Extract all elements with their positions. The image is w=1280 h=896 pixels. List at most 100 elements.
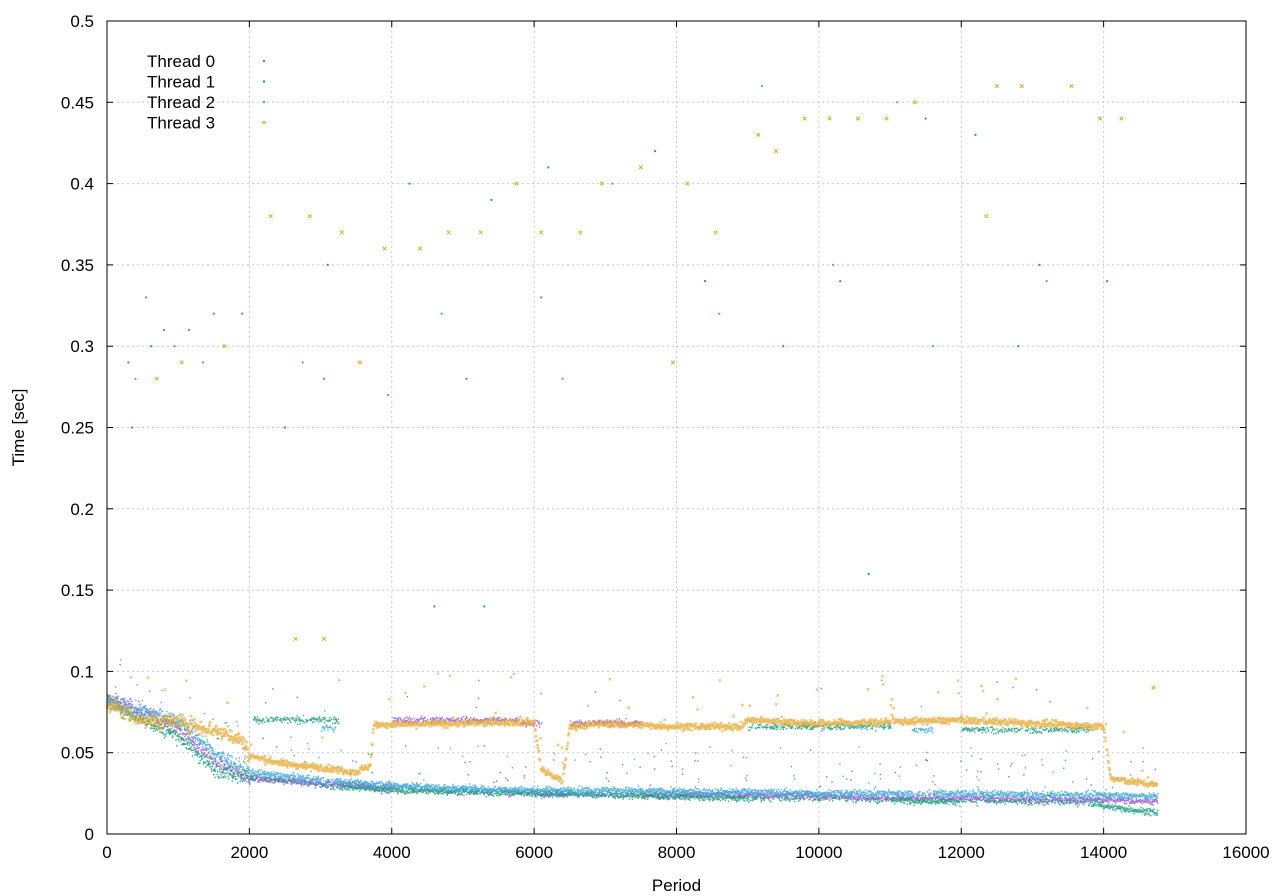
legend-label: Thread 2 (147, 93, 215, 112)
outlier-point (134, 377, 137, 380)
outlier-point (611, 182, 614, 185)
outlier-point (483, 605, 486, 608)
outlier-point (540, 296, 543, 299)
outlier-point (756, 132, 761, 137)
outlier-point (547, 166, 550, 169)
series-2 (107, 84, 1159, 801)
outlier-point (774, 148, 779, 154)
outlier-point (924, 117, 927, 120)
outlier-point (638, 165, 644, 170)
outlier-point (578, 230, 583, 235)
outlier-point (931, 345, 934, 348)
outlier-point (782, 345, 785, 348)
y-tick-label: 0.15 (61, 581, 94, 600)
x-tick-label: 8000 (658, 843, 696, 862)
outlier-point (685, 181, 690, 186)
outlier-point (599, 181, 604, 186)
outlier-point (222, 344, 227, 349)
outlier-point (382, 246, 387, 251)
y-tick-label: 0.35 (61, 256, 94, 275)
outlier-point (1019, 83, 1024, 89)
legend-marker (262, 80, 266, 83)
outlier-point (839, 280, 842, 283)
legend-marker (262, 59, 266, 63)
outlier-point (478, 230, 483, 235)
outlier-point (718, 312, 721, 315)
x-tick-label: 12000 (938, 843, 985, 862)
outlier-point (339, 230, 345, 235)
legend-label: Thread 0 (147, 52, 215, 71)
outlier-point (154, 376, 159, 381)
outlier-point (301, 361, 304, 364)
outlier-point (465, 377, 468, 380)
outlier-point (1038, 263, 1041, 266)
outlier-point (827, 116, 832, 121)
outlier-point (1017, 345, 1020, 348)
outlier-point (855, 116, 861, 121)
outlier-point (1119, 116, 1124, 121)
outlier-point (202, 361, 205, 364)
outlier-point (1151, 685, 1156, 690)
outlier-point (832, 263, 835, 266)
outlier-point (984, 213, 989, 219)
y-axis-label: Time [sec] (9, 389, 28, 467)
outlier-point (670, 360, 676, 365)
outlier-point (1045, 280, 1048, 283)
legend-marker (262, 120, 266, 125)
outlier-point (440, 312, 443, 315)
outlier-point (357, 360, 362, 365)
outlier-point (1097, 116, 1103, 121)
x-tick-label: 0 (102, 843, 111, 862)
series-2-cloud (107, 658, 1159, 801)
outlier-point (127, 361, 130, 364)
outlier-point (307, 213, 313, 219)
outlier-point (212, 312, 215, 315)
outlier-point (884, 116, 889, 121)
series-1 (107, 117, 1159, 817)
legend-label: Thread 3 (147, 114, 215, 133)
outlier-point (145, 296, 148, 299)
series-0-cloud (107, 672, 1159, 806)
y-tick-label: 0.4 (70, 175, 94, 194)
x-tick-label: 14000 (1080, 843, 1127, 862)
outlier-point (321, 636, 327, 642)
y-tick-label: 0.05 (61, 744, 94, 763)
y-tick-label: 0.45 (61, 93, 94, 112)
outlier-point (323, 377, 326, 380)
y-tick-label: 0.2 (70, 500, 94, 519)
x-tick-label: 6000 (515, 843, 553, 862)
legend-label: Thread 1 (147, 73, 215, 92)
x-tick-label: 10000 (795, 843, 842, 862)
outlier-point (293, 636, 298, 642)
outlier-point (760, 84, 764, 88)
outlier-point (241, 312, 244, 315)
x-tick-label: 16000 (1222, 843, 1269, 862)
outlier-point (268, 213, 273, 219)
outlier-point (561, 377, 564, 380)
outlier-point (446, 230, 451, 235)
outlier-point (283, 426, 287, 429)
outlier-point (418, 246, 423, 251)
outlier-point (514, 181, 519, 186)
x-tick-label: 2000 (230, 843, 268, 862)
series-3 (105, 83, 1159, 789)
data-points (105, 83, 1159, 817)
outlier-point (490, 198, 493, 201)
outlier-point (802, 116, 807, 121)
legend-marker (262, 100, 266, 104)
y-tick-label: 0 (85, 825, 94, 844)
outlier-point (326, 263, 329, 266)
outlier-point (703, 280, 707, 283)
outlier-point (179, 360, 184, 365)
y-tick-label: 0.1 (70, 662, 94, 681)
x-axis-label: Period (652, 876, 701, 895)
outlier-point (539, 230, 544, 235)
y-tick-label: 0.5 (70, 12, 94, 31)
outlier-point (654, 149, 657, 153)
outlier-point (150, 345, 153, 348)
outlier-point (1106, 280, 1109, 283)
outlier-point (912, 100, 918, 105)
outlier-point (162, 328, 166, 332)
